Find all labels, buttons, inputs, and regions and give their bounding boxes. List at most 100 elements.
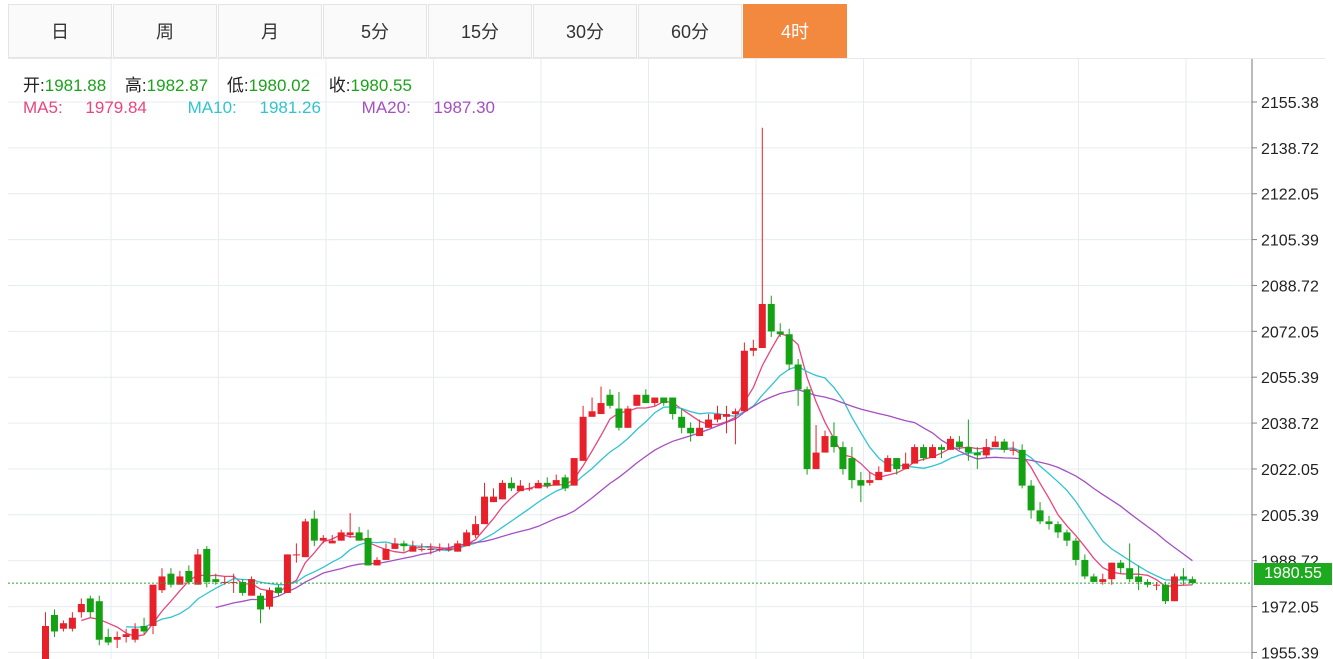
ma-readout: MA5: 1979.84 MA10: 1981.26 MA20: 1987.30 (23, 98, 531, 118)
candle-body (95, 601, 103, 640)
candle-body (1072, 540, 1080, 560)
tab-week[interactable]: 周 (113, 4, 217, 58)
candle-body (749, 347, 757, 351)
candle-body (884, 458, 892, 472)
ma20-value: 1987.30 (433, 98, 495, 117)
candle-body (615, 408, 623, 428)
candle-body (328, 540, 336, 544)
candle-body (239, 581, 247, 593)
candle-body (167, 573, 175, 585)
candle-body (893, 458, 901, 470)
y-tick-label: 2088.72 (1261, 278, 1319, 295)
y-tick-label: 2072.05 (1261, 324, 1319, 341)
candle-body (839, 447, 847, 470)
close-value: 1980.55 (350, 76, 412, 95)
candle-body (740, 350, 748, 412)
y-tick-label: 1972.05 (1261, 600, 1319, 617)
candle-body (140, 625, 148, 632)
candle-body (176, 576, 184, 585)
tab-month[interactable]: 月 (218, 4, 322, 58)
candle-body (185, 570, 193, 582)
ma5-readout: MA5: 1979.84 (23, 98, 165, 117)
candle-body (1090, 576, 1098, 582)
ma5-label: MA5: (23, 98, 63, 117)
candle-body (606, 394, 614, 406)
candle-body (355, 532, 363, 541)
y-tick-label: 1955.39 (1261, 645, 1319, 659)
candle-body (1108, 562, 1116, 580)
candle-body (212, 579, 220, 582)
candle-body (857, 480, 865, 486)
candle-body (534, 482, 542, 489)
tab-30min[interactable]: 30分 (533, 4, 637, 58)
candle-body (266, 590, 273, 607)
candle-body (454, 543, 462, 552)
candle-body (955, 441, 963, 448)
candle-body (821, 436, 829, 453)
high-value: 1982.87 (146, 76, 209, 95)
candle-body (785, 334, 793, 365)
ma5-value: 1979.84 (85, 98, 147, 117)
candle-body (543, 482, 551, 486)
candle-body (50, 614, 58, 632)
candle-body (1162, 584, 1169, 602)
candle-body (59, 623, 67, 629)
candle-body (310, 518, 318, 541)
candle-body (382, 548, 390, 560)
candle-body (301, 521, 309, 558)
tab-4hour[interactable]: 4时 (743, 4, 847, 58)
tab-day[interactable]: 日 (8, 4, 112, 58)
candle-body (588, 411, 596, 417)
candle-body (1188, 579, 1196, 584)
candle-body (848, 458, 856, 481)
candle-body (104, 636, 112, 643)
candle-body (1000, 441, 1008, 450)
candle-body (203, 548, 211, 582)
candle-body (714, 414, 721, 420)
candle-body (498, 482, 506, 500)
candle-body (705, 419, 713, 428)
candle-body (373, 559, 381, 566)
candle-body (68, 617, 76, 629)
candle-body (1045, 521, 1053, 525)
candle-body (149, 584, 157, 626)
low-label: 低: (226, 76, 249, 95)
candle-body (463, 532, 471, 547)
candle-body (319, 537, 327, 541)
candle-body (481, 496, 489, 525)
candle-body (758, 303, 766, 348)
candle-body (346, 532, 354, 536)
candle-body (122, 634, 130, 637)
candle-body (257, 595, 265, 610)
candle-body (525, 488, 533, 490)
candle-body (427, 548, 435, 550)
candle-body (131, 628, 139, 640)
candle-body (248, 579, 256, 596)
ma10-readout: MA10: 1981.26 (188, 98, 339, 117)
candle-body (507, 482, 515, 489)
candle-body (973, 452, 981, 456)
candle-body (1153, 584, 1161, 586)
candle-body (1179, 576, 1187, 580)
tab-5min[interactable]: 5分 (323, 4, 427, 58)
candle-body (445, 548, 453, 550)
candle-body (1036, 510, 1044, 522)
candle-body (364, 537, 372, 566)
candle-body (1081, 559, 1089, 577)
tab-60min[interactable]: 60分 (638, 4, 742, 58)
ma10-value: 1981.26 (259, 98, 321, 117)
open-value: 1981.88 (44, 76, 107, 95)
candle-body (696, 427, 704, 437)
candle-body (1018, 449, 1026, 486)
candle-body (77, 603, 85, 613)
candle-body (194, 554, 202, 585)
candle-body (1126, 568, 1134, 580)
tab-15min[interactable]: 15分 (428, 4, 532, 58)
candle-body (946, 438, 954, 450)
candle-body (731, 411, 739, 415)
candle-body (624, 408, 632, 428)
low-value: 1980.02 (248, 76, 311, 95)
tabs-divider (8, 58, 1325, 59)
candle-body (292, 554, 300, 556)
